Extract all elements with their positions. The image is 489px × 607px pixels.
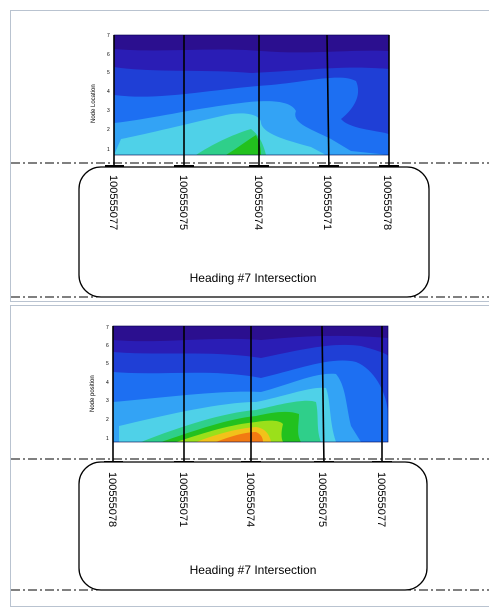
y-tick-3: 3 bbox=[106, 398, 109, 404]
y-tick-5: 5 bbox=[107, 70, 110, 76]
panel-bottom-svg: 7 6 5 4 3 2 1 Node position 100555078 10… bbox=[11, 325, 489, 591]
contour-plot-top bbox=[113, 34, 390, 156]
contour-band-8 bbox=[226, 135, 261, 155]
gauge-label-5: 100555077 bbox=[375, 472, 387, 527]
gauge-label-3: 100555074 bbox=[244, 472, 256, 527]
intersection-box-top bbox=[78, 166, 430, 298]
intersection-box-bottom bbox=[78, 461, 428, 591]
y-tick-7: 7 bbox=[107, 33, 110, 39]
contour-band-6 bbox=[114, 113, 326, 155]
y-tick-6: 6 bbox=[107, 52, 110, 58]
gauge-label-4: 100555075 bbox=[316, 472, 328, 527]
panel-top-svg: 7 6 5 4 3 2 1 Node Location 100555 bbox=[11, 33, 489, 298]
gauge-line-4 bbox=[321, 325, 325, 467]
gauge-label-1: 100555077 bbox=[107, 175, 119, 230]
y-tick-4: 4 bbox=[106, 380, 109, 386]
gauge-label-3: 100555074 bbox=[252, 175, 264, 230]
y-axis-label: Node position bbox=[90, 375, 96, 412]
intersection-title: Heading #7 Intersection bbox=[190, 271, 317, 285]
y-tick-2: 2 bbox=[106, 417, 109, 423]
y-axis-label: Node Location bbox=[91, 84, 97, 123]
y-axis-top: 7 6 5 4 3 2 1 Node Location bbox=[91, 33, 110, 153]
panel-top: 7 6 5 4 3 2 1 Node Location 100555 bbox=[10, 10, 489, 302]
gauge-label-5: 100555078 bbox=[381, 175, 393, 230]
gauge-label-4: 100555071 bbox=[321, 175, 333, 230]
intersection-title: Heading #7 Intersection bbox=[190, 563, 317, 577]
gauge-lines-top bbox=[105, 34, 399, 172]
y-tick-6: 6 bbox=[106, 343, 109, 349]
gauge-line-4 bbox=[326, 34, 330, 172]
y-tick-2: 2 bbox=[107, 127, 110, 133]
gauge-label-2: 100555071 bbox=[177, 472, 189, 527]
gauge-label-2: 100555075 bbox=[177, 175, 189, 230]
y-tick-3: 3 bbox=[107, 108, 110, 114]
panel-bottom: 7 6 5 4 3 2 1 Node position 100555078 10… bbox=[10, 305, 489, 607]
y-tick-5: 5 bbox=[106, 361, 109, 367]
y-tick-1: 1 bbox=[106, 436, 109, 442]
y-tick-4: 4 bbox=[107, 89, 110, 95]
y-axis-bottom: 7 6 5 4 3 2 1 Node position bbox=[90, 325, 109, 442]
y-tick-1: 1 bbox=[107, 147, 110, 153]
y-tick-7: 7 bbox=[106, 325, 109, 331]
gauge-label-1: 100555078 bbox=[106, 472, 118, 527]
